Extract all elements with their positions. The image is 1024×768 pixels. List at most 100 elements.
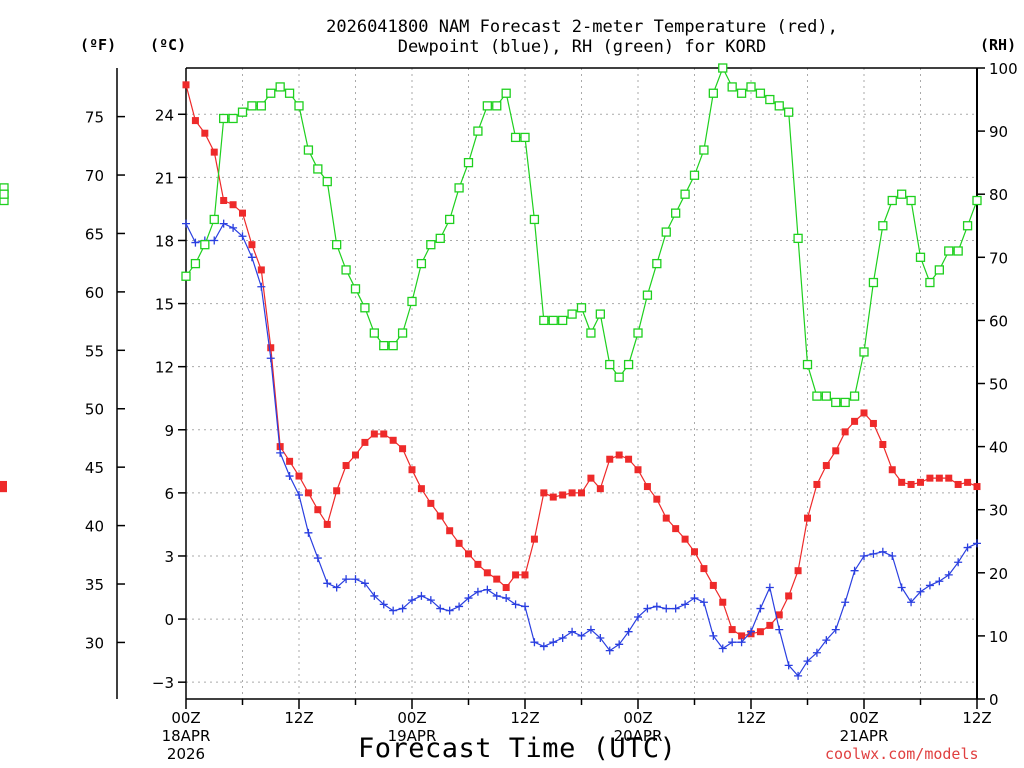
temperature-point	[973, 483, 981, 491]
dewpoint-point	[831, 625, 840, 634]
dewpoint-point	[464, 594, 473, 603]
dewpoint-point	[756, 604, 765, 613]
fahrenheit-tick-label: 45	[85, 459, 104, 477]
dewpoint-point	[935, 577, 944, 586]
dewpoint-point	[718, 644, 727, 653]
celsius-tick-label: 12	[155, 359, 174, 377]
temperature-point	[898, 478, 906, 486]
temperature-point	[615, 451, 623, 459]
dewpoint-point	[869, 549, 878, 558]
rh-point	[915, 252, 926, 262]
rh-point	[510, 132, 521, 143]
dewpoint-point	[775, 625, 784, 634]
temperature-point	[964, 478, 972, 486]
dewpoint-point	[238, 232, 247, 241]
dewpoint-point	[360, 579, 369, 588]
rh-point	[586, 328, 596, 338]
dewpoint-point	[699, 598, 708, 607]
temperature-point	[634, 466, 642, 474]
temperature-point	[643, 483, 651, 491]
dewpoint-point	[502, 594, 511, 603]
temperature-point	[474, 560, 482, 568]
rh-point	[360, 303, 370, 313]
dewpoint-point	[276, 448, 285, 457]
rh-point	[548, 315, 558, 326]
dewpoint-point	[860, 551, 868, 560]
temperature-point	[851, 417, 859, 425]
temperature-point	[408, 466, 416, 474]
temperature-point	[625, 455, 633, 463]
fahrenheit-tick-label: 40	[85, 518, 104, 536]
rh-point	[379, 340, 389, 351]
temperature-point	[521, 571, 529, 579]
dewpoint-point	[229, 223, 238, 232]
celsius-tick-label: 6	[164, 485, 174, 503]
temperature-point	[370, 430, 378, 438]
temperature-point	[229, 201, 237, 209]
rh-point	[200, 240, 210, 250]
dewpoint-point	[295, 490, 303, 499]
rh-point	[784, 107, 794, 117]
temperature-point	[606, 455, 614, 463]
temperature-point	[0, 485, 7, 493]
rh-point	[190, 258, 201, 269]
temperature-point	[935, 474, 943, 482]
dewpoint-point	[558, 634, 567, 643]
rh-point	[765, 94, 775, 105]
rh-point	[539, 315, 549, 326]
x-tick-date: 20APR	[614, 727, 663, 745]
rh-point	[633, 328, 643, 338]
temperature-point	[380, 430, 388, 438]
temperature-point	[417, 485, 425, 493]
temperature-point	[860, 409, 868, 417]
temperature-point	[191, 117, 199, 125]
x-tick-label: 00Z	[397, 709, 426, 727]
temperature-point	[766, 621, 774, 629]
dewpoint-point	[681, 600, 690, 609]
temperature-point	[530, 535, 538, 543]
rh-point	[736, 88, 747, 98]
temperature-point	[502, 584, 510, 592]
rh-point	[237, 107, 248, 117]
fahrenheit-tick-label: 70	[85, 167, 104, 185]
rh-point	[407, 296, 417, 307]
dewpoint-point	[973, 539, 981, 548]
dewpoint-point	[210, 236, 219, 245]
rh-point	[558, 315, 568, 326]
temperature-point	[587, 474, 595, 482]
rh-point	[652, 258, 662, 269]
temperature-point	[662, 514, 670, 522]
dewpoint-point	[370, 591, 379, 600]
rh-tick-label: 70	[989, 249, 1008, 267]
temperature-point	[869, 419, 877, 427]
temperature-point	[239, 209, 246, 217]
temperature-point	[342, 462, 350, 470]
rh-point	[944, 246, 954, 256]
dewpoint-point	[191, 238, 200, 247]
x-tick-label: 00Z	[849, 709, 878, 727]
dewpoint-point	[690, 594, 699, 603]
x-tick-date: 21APR	[840, 727, 889, 745]
temperature-point	[323, 520, 331, 528]
temperature-point	[559, 491, 567, 499]
rh-tick-label: 90	[989, 123, 1008, 141]
temperature-point	[568, 489, 576, 497]
rh-point	[727, 82, 737, 92]
temperature-point	[794, 567, 802, 575]
rh-point	[689, 170, 700, 180]
rh-point	[840, 397, 850, 408]
temperature-point	[907, 480, 915, 488]
rh-point	[445, 214, 455, 225]
fahrenheit-tick-label: 60	[85, 284, 104, 302]
temperature-point	[700, 565, 708, 573]
rh-tick-label: 30	[989, 502, 1008, 520]
rh-point	[284, 88, 295, 98]
temperature-point	[295, 472, 303, 480]
dewpoint-point	[822, 636, 831, 645]
temperature-point	[756, 628, 764, 636]
rh-tick-label: 0	[989, 691, 999, 709]
dewpoint-point	[455, 602, 464, 611]
dewpoint-point	[794, 671, 803, 680]
dewpoint-point	[596, 634, 605, 643]
dewpoint-point	[511, 600, 520, 609]
